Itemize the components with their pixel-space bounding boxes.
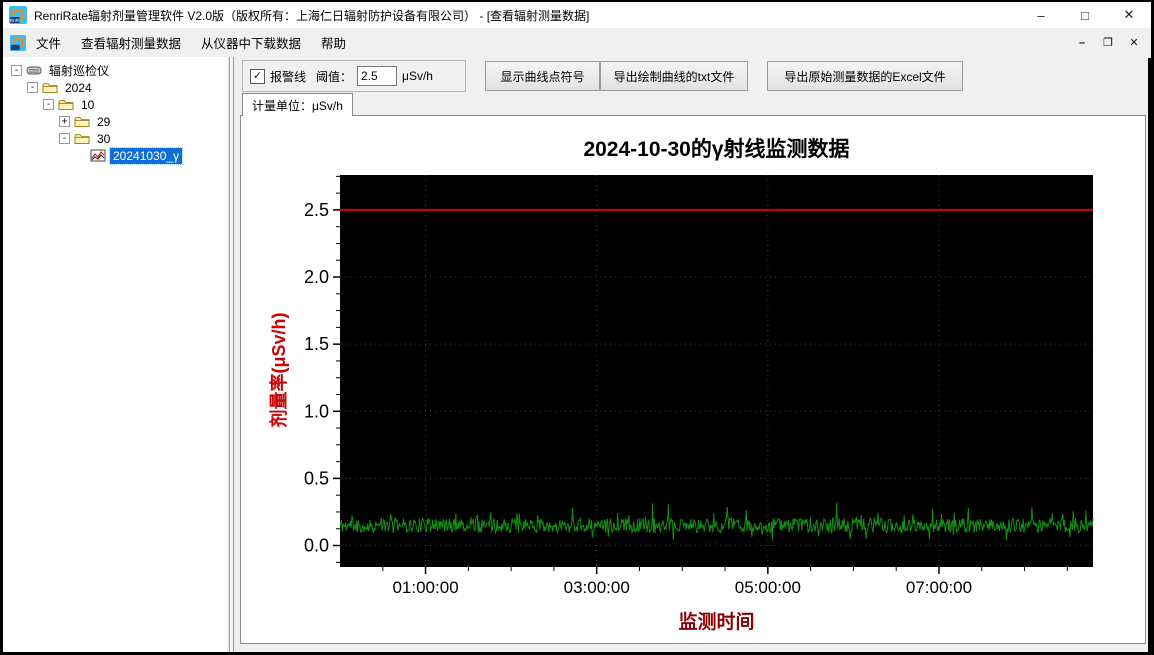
window-maximize-button[interactable]: □ bbox=[1081, 7, 1089, 23]
chart-title: 2024-10-30的γ射线监测数据 bbox=[583, 138, 850, 161]
tree-node-label[interactable]: 辐射巡检仪 bbox=[49, 64, 110, 78]
chart-file-icon bbox=[90, 149, 106, 162]
window-minimize-button[interactable]: – bbox=[1037, 7, 1045, 23]
tree-node-label[interactable]: 10 bbox=[81, 97, 95, 112]
data-view-panel: ✓ 报警线 阈值： μSv/h 显示曲线点符号 导出绘制曲线的txt文件 导出原… bbox=[237, 57, 1148, 652]
threshold-unit-label: μSv/h bbox=[402, 69, 433, 83]
plot-area bbox=[340, 175, 1093, 567]
tree-node-label[interactable]: 2024 bbox=[65, 80, 92, 95]
tree-node-label[interactable]: 30 bbox=[97, 131, 111, 146]
device-tree: - 辐射巡检仪 -2024-10 +29-30 20241030_γ bbox=[3, 57, 227, 165]
collapse-icon[interactable]: - bbox=[27, 82, 38, 93]
show-curve-points-button[interactable]: 显示曲线点符号 bbox=[485, 61, 600, 91]
menu-item-file[interactable]: 文件 bbox=[36, 37, 62, 51]
main-area: - 辐射巡检仪 -2024-10 +29-30 20241030_γ ✓ 报警线 阈值：… bbox=[3, 57, 1148, 652]
window-title: RenriRate辐射剂量管理软件 V2.0版（版权所有：上海仁日辐射防护设备有… bbox=[34, 8, 590, 23]
export-curve-txt-button[interactable]: 导出绘制曲线的txt文件 bbox=[600, 61, 748, 91]
y-tick-label: 0.5 bbox=[304, 468, 329, 488]
tree-node-2024[interactable]: - 2024 bbox=[3, 79, 227, 96]
tree-node-辐射巡检仪[interactable]: - 辐射巡检仪 bbox=[3, 62, 227, 79]
mdi-minimize-button[interactable]: – bbox=[1078, 36, 1086, 49]
mdi-child-icon bbox=[10, 34, 26, 51]
folder-icon bbox=[74, 134, 90, 144]
window-close-button[interactable]: ✕ bbox=[1123, 7, 1135, 22]
dose-rate-series-line bbox=[339, 502, 1094, 541]
threshold-label: 阈值： bbox=[316, 69, 353, 84]
y-tick-label: 1.0 bbox=[304, 401, 329, 421]
dose-rate-chart: 0.0 0.5 1.0 1.5 2.0 2.5 01:00:00 03:00:00 05:00:… bbox=[304, 175, 1094, 597]
y-axis-title: 剂量率(μSv/h) bbox=[269, 312, 289, 428]
alarm-settings-group: ✓ 报警线 阈值： μSv/h bbox=[242, 60, 466, 92]
collapse-icon[interactable]: - bbox=[11, 65, 22, 76]
svg-text:RnRi: RnRi bbox=[10, 18, 20, 23]
device-icon bbox=[26, 66, 42, 75]
y-tick-label: 2.5 bbox=[304, 200, 329, 220]
panel-splitter[interactable] bbox=[227, 57, 237, 652]
x-tick-label: 01:00:00 bbox=[392, 578, 458, 597]
alarm-line-checkbox[interactable]: ✓ bbox=[250, 68, 265, 84]
mdi-restore-button[interactable]: ❐ bbox=[1103, 37, 1113, 49]
x-tick-label: 03:00:00 bbox=[564, 578, 630, 597]
folder-icon bbox=[58, 100, 74, 110]
mdi-close-button[interactable]: ✕ bbox=[1129, 37, 1139, 49]
chart-container: 0.0 0.5 1.0 1.5 2.0 2.5 01:00:00 03:00:00 05:00:… bbox=[240, 115, 1146, 644]
menu-bar: 文件 查看辐射测量数据 从仪器中下载数据 帮助 – ❐ ✕ bbox=[3, 28, 1151, 58]
no-expander bbox=[75, 150, 86, 161]
menu-item-help[interactable]: 帮助 bbox=[321, 37, 347, 51]
y-tick-label: 0.0 bbox=[304, 536, 329, 556]
menu-item-download-from-instrument[interactable]: 从仪器中下载数据 bbox=[201, 37, 302, 51]
collapse-icon[interactable]: - bbox=[59, 133, 70, 144]
threshold-input[interactable] bbox=[357, 66, 398, 86]
folder-icon bbox=[74, 117, 90, 127]
x-axis-title: 监测时间 bbox=[678, 612, 755, 633]
alarm-line-label: 报警线 bbox=[270, 69, 307, 84]
tree-node-29[interactable]: +29 bbox=[3, 113, 227, 130]
y-tick-label: 2.0 bbox=[304, 267, 329, 287]
unit-tab[interactable]: 计量单位：μSv/h bbox=[242, 93, 353, 116]
x-tick-label: 07:00:00 bbox=[906, 578, 972, 597]
tree-node-30[interactable]: - 30 bbox=[3, 130, 227, 147]
tree-node-10[interactable]: - 10 bbox=[3, 96, 227, 113]
tree-node-20241030_γ[interactable]: 20241030_γ bbox=[3, 146, 227, 165]
menu-item-view-measurement-data[interactable]: 查看辐射测量数据 bbox=[81, 37, 182, 51]
collapse-icon[interactable]: - bbox=[43, 99, 54, 110]
expand-icon[interactable]: + bbox=[59, 116, 70, 127]
tree-node-label[interactable]: 29 bbox=[97, 114, 111, 129]
app-logo-icon: RnRi bbox=[9, 6, 27, 24]
export-raw-excel-button[interactable]: 导出原始测量数据的Excel文件 bbox=[767, 61, 963, 91]
title-bar: RnRi RenriRate辐射剂量管理软件 V2.0版（版权所有：上海仁日辐射… bbox=[3, 2, 1151, 28]
tree-node-label[interactable]: 20241030_γ bbox=[108, 146, 184, 165]
folder-icon bbox=[42, 83, 58, 93]
y-tick-label: 1.5 bbox=[304, 334, 329, 354]
device-tree-panel: - 辐射巡检仪 -2024-10 +29-30 20241030_γ bbox=[3, 57, 227, 652]
x-tick-label: 05:00:00 bbox=[735, 578, 801, 597]
